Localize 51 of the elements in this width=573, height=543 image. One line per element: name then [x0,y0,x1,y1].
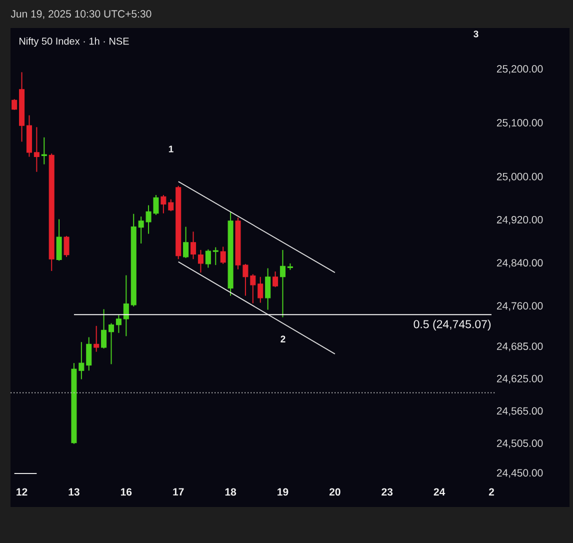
y-tick-label: 25,200.00 [496,65,543,74]
y-tick-label: 24,450.00 [496,469,543,478]
candlestick [34,126,40,172]
candlestick [220,246,226,264]
candlestick [272,271,278,288]
x-tick-label: 2 [488,488,494,496]
y-tick-label: 24,760.00 [496,302,543,311]
x-tick-label: 17 [173,488,184,496]
candlestick [64,235,70,258]
candlestick [123,274,129,337]
x-tick-label: 18 [225,488,236,496]
candlestick [108,322,114,365]
candlestick [12,98,18,110]
x-tick-label: 24 [434,488,446,496]
y-tick-label: 24,565.00 [496,407,543,416]
candlestick [205,248,211,268]
candlestick [212,246,218,266]
candlestick [86,336,92,372]
candlestick [94,325,100,352]
candlestick [168,198,174,212]
y-tick-label: 24,920.00 [496,216,543,225]
candlestick [183,226,189,259]
candlestick [198,249,204,274]
y-tick-label: 25,000.00 [496,172,543,182]
x-tick-label: 23 [382,488,393,496]
y-tick-label: 24,685.00 [496,342,543,352]
candlestick [101,308,107,350]
x-tick-label: 12 [16,488,28,496]
y-tick-label: 25,100.00 [496,119,543,128]
candlestick [250,274,256,304]
candlestick [116,314,122,334]
candlestick [56,218,62,262]
candlestick [160,194,166,214]
x-tick-label: 20 [329,488,340,496]
y-tick-label: 24,625.00 [496,374,543,384]
chart-title: Nifty 50 Index · 1h · NSE [20,37,129,47]
candlestick [41,136,47,165]
candlestick [265,268,271,310]
candlestick [280,249,286,318]
y-tick-label: 24,505.00 [496,440,543,448]
candlestick [190,231,196,260]
x-tick-label: 19 [278,488,288,496]
x-tick-label: 16 [120,488,132,496]
y-tick-label: 24,840.00 [496,259,543,268]
annotation: 2 [280,336,286,342]
annotation: 1 [168,146,174,152]
candlestick [258,276,264,304]
x-tick-label: 13 [68,488,80,496]
text: 3 [474,30,478,38]
series-label: 0.5 (24,745.07) [414,320,491,330]
text: Jun 19, 2025 10:30 UTC+5:30 [10,10,152,19]
